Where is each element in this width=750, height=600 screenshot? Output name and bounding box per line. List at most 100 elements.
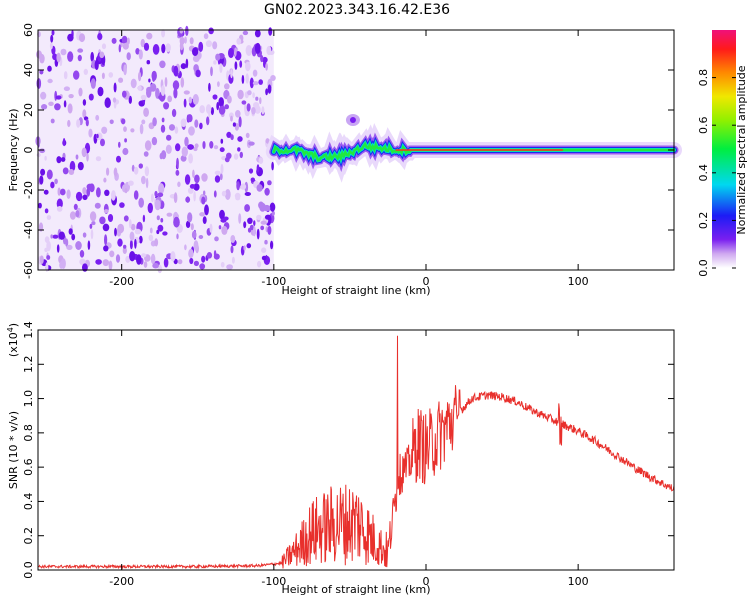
noise-blob	[83, 68, 89, 75]
noise-blob	[233, 153, 239, 160]
noise-blob	[75, 241, 82, 250]
noise-blob	[152, 44, 160, 55]
noise-blob	[161, 117, 165, 123]
noise-blob	[109, 250, 115, 258]
noise-blob	[253, 220, 256, 227]
noise-blob	[187, 212, 193, 223]
noise-blob	[264, 214, 272, 220]
colorbar-label: Normalized spectral amplitude	[735, 65, 748, 234]
noise-blob	[265, 138, 270, 144]
noise-blob	[249, 224, 254, 231]
noise-blob	[224, 83, 230, 90]
noise-blob	[252, 81, 259, 86]
noise-blob	[261, 255, 267, 261]
noise-blob	[226, 131, 232, 138]
noise-blob	[145, 177, 149, 189]
noise-blob	[212, 94, 218, 100]
noise-blob	[185, 196, 191, 203]
noise-blob	[46, 169, 53, 180]
noise-blob	[69, 160, 76, 172]
y-tick-label: 0.4	[22, 493, 35, 511]
y-tick-label: 1.0	[22, 390, 35, 408]
noise-blob	[219, 173, 223, 181]
noise-blob	[266, 45, 272, 56]
noise-blob	[258, 79, 264, 85]
colorbar-gradient	[712, 30, 736, 268]
noise-blob	[99, 51, 105, 59]
noise-blob	[193, 260, 199, 267]
noise-blob	[127, 180, 134, 186]
noise-blob	[191, 230, 197, 239]
noise-blob	[39, 255, 44, 264]
noise-blob	[213, 145, 219, 150]
noise-blob	[220, 163, 224, 175]
noise-blob	[38, 202, 42, 209]
noise-blob	[203, 33, 209, 40]
noise-blob	[176, 157, 179, 169]
noise-blob	[89, 223, 93, 229]
noise-blob	[108, 260, 113, 271]
noise-blob	[67, 119, 71, 128]
noise-blob	[146, 87, 152, 98]
noise-blob	[121, 35, 128, 44]
noise-blob	[40, 168, 46, 176]
noise-blob	[175, 143, 181, 152]
y-tick-label: -60	[22, 261, 35, 279]
y-tick-label: 0.6	[22, 458, 35, 476]
noise-blob	[118, 44, 122, 53]
noise-blob	[56, 198, 63, 209]
noise-blob	[270, 240, 274, 250]
noise-blob	[245, 61, 251, 72]
noise-blob	[69, 211, 76, 220]
noise-blob	[202, 141, 206, 149]
noise-blob	[49, 42, 53, 50]
noise-blob	[224, 189, 231, 200]
noise-blob	[143, 107, 150, 118]
colorbar-tick-label: 0.4	[697, 164, 710, 182]
noise-blob	[55, 95, 62, 100]
noise-blob	[67, 33, 74, 42]
noise-blob	[214, 175, 221, 183]
noise-blob	[129, 251, 136, 262]
ridge-feature-core	[349, 117, 356, 123]
noise-blob	[101, 43, 107, 50]
noise-blob	[219, 147, 225, 153]
noise-blob	[82, 263, 88, 272]
noise-blob	[177, 181, 181, 188]
noise-blob	[102, 259, 110, 267]
noise-blob	[57, 187, 61, 196]
noise-blob	[257, 260, 262, 268]
noise-blob	[253, 226, 256, 237]
noise-blob	[107, 214, 114, 222]
noise-blob	[251, 107, 256, 115]
noise-blob	[185, 220, 191, 228]
spectral-ridge	[265, 114, 682, 183]
noise-blob	[144, 166, 150, 177]
noise-blob	[248, 141, 255, 146]
noise-blob	[192, 94, 199, 105]
noise-blob	[66, 244, 73, 250]
noise-blob	[180, 77, 185, 88]
noise-blob	[157, 264, 163, 274]
snr-multiplier: (x104)	[6, 323, 20, 357]
noise-blob	[82, 109, 87, 119]
noise-blob	[154, 199, 161, 211]
noise-blob	[212, 41, 218, 50]
noise-blob	[203, 190, 206, 196]
noise-blob	[96, 133, 99, 139]
snr-series-line	[37, 335, 675, 570]
noise-blob	[68, 169, 75, 175]
y-tick-label: 0.0	[22, 561, 35, 579]
noise-blob	[206, 116, 210, 126]
noise-blob	[44, 155, 47, 161]
noise-blob	[270, 75, 276, 81]
noise-blob	[103, 245, 109, 252]
x-tick-label: -100	[261, 275, 286, 288]
noise-blob	[94, 59, 99, 71]
snr-ylabel: SNR (10 * v/v)	[7, 411, 20, 489]
x-tick-label: 0	[422, 575, 429, 588]
noise-blob	[237, 89, 244, 100]
noise-blob	[50, 181, 55, 189]
noise-blob	[90, 51, 94, 62]
noise-blob	[267, 84, 272, 94]
